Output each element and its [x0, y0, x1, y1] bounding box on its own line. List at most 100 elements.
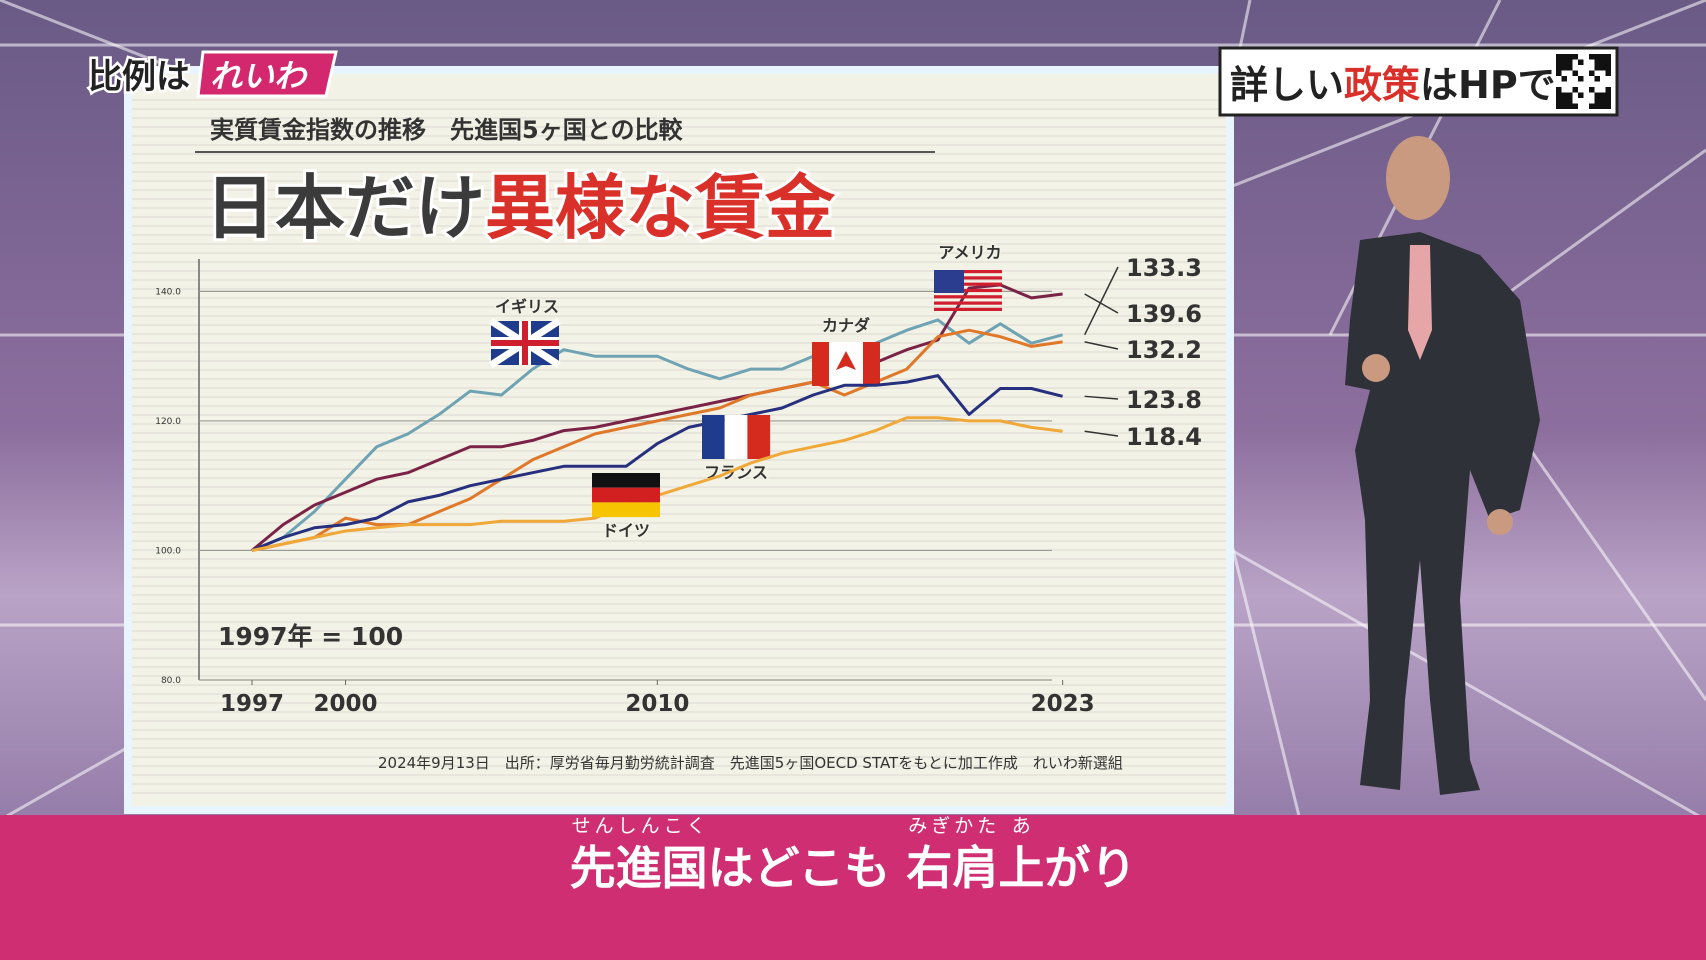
flag: [934, 295, 1002, 299]
flag: [934, 301, 1002, 305]
presenter: [1345, 136, 1540, 795]
qr-cell: [1572, 70, 1578, 76]
end-value-label: 118.4: [1126, 423, 1202, 451]
x-tick-label: 2000: [314, 691, 378, 717]
qr-cell: [1561, 76, 1567, 82]
title-plain: 日本だけ: [205, 167, 485, 249]
caption-text: がり: [1044, 841, 1137, 895]
flag: [934, 276, 1002, 280]
caption-ruby: 上あ: [998, 815, 1045, 895]
flag: [592, 502, 660, 518]
qr-cell: [1556, 103, 1562, 109]
qr-cell: [1572, 87, 1578, 93]
qr-cell: [1561, 54, 1567, 60]
flag: [592, 487, 660, 503]
qr-cell: [1567, 65, 1573, 71]
series-flag: [934, 270, 1002, 311]
flag: [592, 473, 660, 488]
qr-cell: [1578, 76, 1584, 82]
caption-text: 右肩: [906, 841, 999, 895]
qr-cell: [1567, 59, 1573, 65]
label-arrow: [1084, 341, 1119, 350]
end-value-label: 139.6: [1126, 300, 1202, 328]
end-value-label: 132.2: [1126, 336, 1202, 364]
qr-cell: [1605, 65, 1611, 71]
qr-cell: [1556, 65, 1562, 71]
panel-stripes: [132, 99, 1226, 794]
qr-cell: [1600, 54, 1606, 60]
flag: [724, 415, 748, 459]
series-line: [251, 318, 1063, 552]
banner-text: 詳しい政策はHPで: [1230, 63, 1556, 107]
qr-cell: [1589, 70, 1595, 76]
flag: [747, 415, 771, 459]
qr-cell: [1605, 59, 1611, 65]
caption: 先進国 せんしんこくはどこも 右肩 みぎかた上あがり: [0, 815, 1706, 960]
qr-cell: [1561, 92, 1567, 98]
qr-cell: [1594, 65, 1600, 71]
caption-furigana: せんしんこく: [569, 815, 708, 837]
caption-text: はどこも: [707, 841, 907, 895]
logo-prefix: 比例は: [88, 57, 190, 97]
chart-note: 1997年 = 100: [218, 622, 403, 651]
series-name: ドイツ: [602, 521, 650, 540]
qr-cell: [1594, 92, 1600, 98]
y-tick-label: 120.0: [155, 417, 181, 427]
series-line: [251, 374, 1063, 552]
banner-box: [1218, 46, 1619, 117]
series-flag: [592, 473, 660, 518]
series-flag: [489, 318, 561, 368]
flag: [934, 270, 1002, 274]
series-name: カナダ: [822, 316, 870, 335]
caption-furigana: あ: [998, 815, 1045, 837]
presenter-body: [1345, 232, 1540, 795]
qr-cell: [1600, 92, 1606, 98]
qr-cell: [1567, 54, 1573, 60]
y-tick-label: 80.0: [161, 676, 181, 686]
caption-ruby: 右肩みぎかた: [906, 815, 999, 895]
x-tick-label: 1997: [220, 691, 284, 717]
x-tick-label: 2010: [625, 691, 689, 717]
flag: [702, 415, 725, 459]
series-flag: [702, 415, 771, 459]
end-value-label: 123.8: [1126, 386, 1202, 414]
flag: [836, 351, 856, 370]
qr-cell: [1556, 98, 1562, 104]
qr-cell: [1589, 103, 1595, 109]
series-line: [251, 328, 1063, 552]
qr-cell: [1594, 54, 1600, 60]
flag: [812, 342, 829, 386]
qr-cell: [1567, 98, 1573, 104]
chart-subtitle: 実質賃金指数の推移 先進国5ヶ国との比較: [210, 116, 683, 144]
caption-text: 上: [998, 841, 1045, 895]
chart-panel: [124, 66, 1234, 814]
qr-cell: [1605, 103, 1611, 109]
x-tick-label: 2023: [1031, 691, 1095, 717]
qr-cell: [1594, 59, 1600, 65]
qr-cell: [1556, 92, 1562, 98]
qr-cell: [1589, 54, 1595, 60]
chart-title: 日本だけ異様な賃金: [205, 167, 836, 249]
end-value-label: 133.3: [1126, 254, 1202, 282]
banner-before: 詳しい: [1230, 63, 1344, 107]
banner-after: はHPで: [1420, 63, 1556, 107]
flag: [491, 321, 559, 365]
flag: [934, 307, 1002, 311]
qr-cell: [1556, 70, 1562, 76]
qr-cell: [1561, 103, 1567, 109]
series-name: アメリカ: [938, 243, 1001, 262]
qr-cell: [1600, 59, 1606, 65]
qr-cell: [1561, 98, 1567, 104]
qr-cell: [1556, 54, 1562, 60]
qr-cell: [1594, 98, 1600, 104]
flag: [863, 342, 880, 386]
label-arrow: [1084, 395, 1119, 400]
hp-banner: 詳しい政策はHPで: [1218, 46, 1619, 117]
qr-cell: [1561, 65, 1567, 71]
title-accent: 異様な賃金: [485, 167, 836, 249]
presenter-hand: [1487, 509, 1513, 535]
qr-cell: [1594, 76, 1600, 82]
flag: [934, 288, 1002, 293]
